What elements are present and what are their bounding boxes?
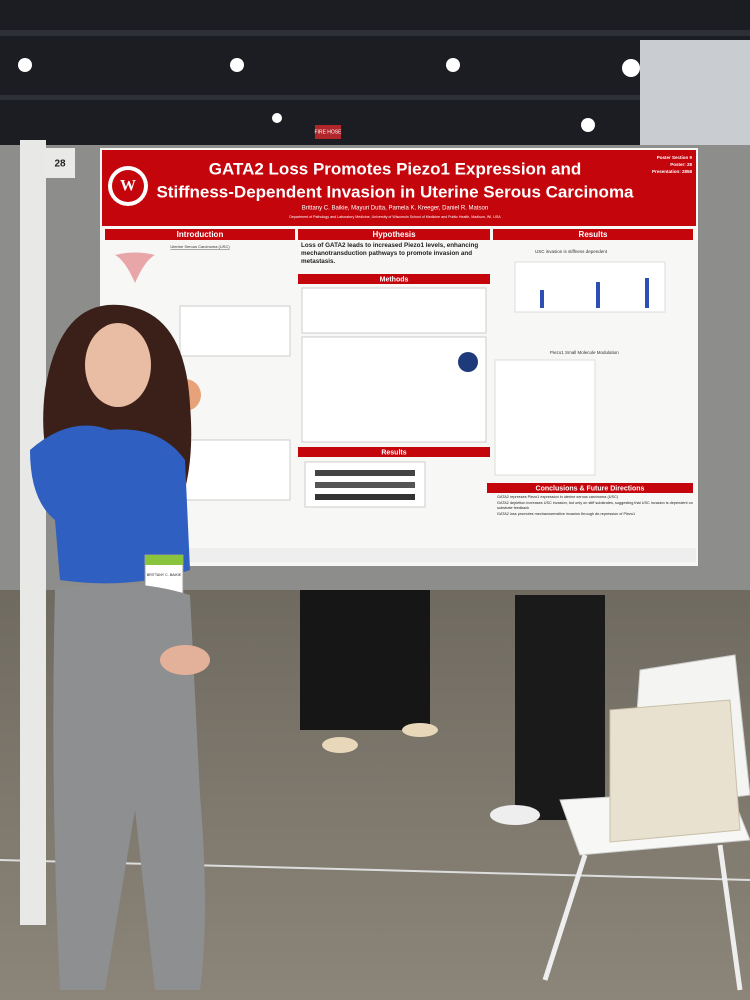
methods-figure (301, 336, 487, 443)
blot-band (315, 494, 415, 500)
truss (0, 30, 750, 36)
poster-affiliation: Department of Pathology and Laboratory M… (289, 215, 501, 219)
poster-title: Stiffness-Dependent Invasion in Uterine … (156, 182, 634, 201)
sign-text: FIRE HOSE (315, 129, 343, 135)
logo-inner (112, 170, 144, 202)
blot-band (315, 470, 415, 476)
board-number: 28 (54, 159, 66, 170)
figure-bar (596, 282, 600, 308)
person-background (515, 595, 605, 820)
results-figure (514, 261, 666, 313)
chair-leg (717, 844, 743, 991)
section-header (298, 229, 490, 240)
methods-figure (301, 287, 487, 334)
light (622, 59, 640, 77)
section-header (493, 229, 693, 240)
wall (640, 40, 750, 150)
conclusion: GATA2 depletion increases USC invasion, … (497, 501, 693, 512)
conclusions-list: GATA2 represses Piezo1 expression in ute… (490, 495, 693, 517)
results-label: USC invasion is stiffness dependent (535, 249, 608, 254)
section-title: Introduction (177, 230, 224, 239)
ceiling (0, 0, 750, 150)
section-title: Conclusions & Future Directions (536, 485, 645, 492)
section-title: Hypothesis (372, 230, 416, 239)
person-background (300, 590, 430, 730)
section-header (298, 447, 490, 457)
conclusion: GATA2 loss promotes mechanosensitive inv… (497, 512, 693, 518)
poster-authors: Brittany C. Baikie, Mayuri Dutta, Pamela… (302, 206, 488, 212)
poster-header (102, 150, 696, 226)
light (446, 58, 460, 72)
poster-meta: Poster: 28 (670, 162, 692, 167)
face (85, 323, 151, 407)
hypothesis-text: Loss of GATA2 leads to increased Piezo1 … (301, 242, 479, 265)
figure-bar (645, 278, 649, 308)
section-header (105, 229, 295, 240)
trousers (53, 583, 206, 990)
conclusions-box: GATA2 represses Piezo1 expression in ute… (490, 495, 693, 543)
badge-name: BRITTANY C. BAIKIE (147, 573, 182, 577)
shoe (490, 805, 540, 825)
light (272, 113, 282, 123)
blot-band (315, 482, 415, 488)
figure (179, 439, 291, 501)
figure (179, 305, 291, 357)
section-header (298, 274, 490, 284)
truss (0, 95, 750, 100)
poster-meta: Poster Section 9 (657, 155, 693, 160)
board-number-tag (45, 148, 75, 178)
uterus-diagram (115, 252, 155, 283)
section-title: Results (579, 230, 608, 239)
light (18, 58, 32, 72)
figure-bar (540, 290, 544, 308)
hands (160, 645, 210, 675)
intro-heading: Uterine Serous Carcinoma (USC) (170, 244, 230, 249)
section-title: Results (381, 449, 406, 456)
board-pole (20, 140, 46, 925)
poster-meta: Presentation: 2858 (652, 169, 693, 174)
chair-leg (542, 854, 588, 981)
shoe (322, 737, 358, 753)
shirt (30, 425, 190, 584)
tote-bag (609, 699, 741, 843)
results-figure (494, 359, 596, 476)
light (581, 118, 595, 132)
results-label: Piezo1 Small Molecule Modulation (550, 350, 619, 355)
poster-title: GATA2 Loss Promotes Piezo1 Expression an… (209, 159, 582, 178)
poster-footer (102, 548, 696, 562)
section-header (487, 483, 693, 493)
logo-letter: W (120, 178, 136, 195)
badge-band (145, 555, 183, 565)
shoe (402, 723, 438, 737)
conclusion: GATA2 represses Piezo1 expression in ute… (497, 495, 693, 501)
sign (315, 125, 341, 139)
light (230, 58, 244, 72)
section-title: Methods (380, 276, 409, 283)
cell-image (458, 352, 478, 372)
hypothesis-box: Loss of GATA2 leads to increased Piezo1 … (301, 242, 479, 265)
